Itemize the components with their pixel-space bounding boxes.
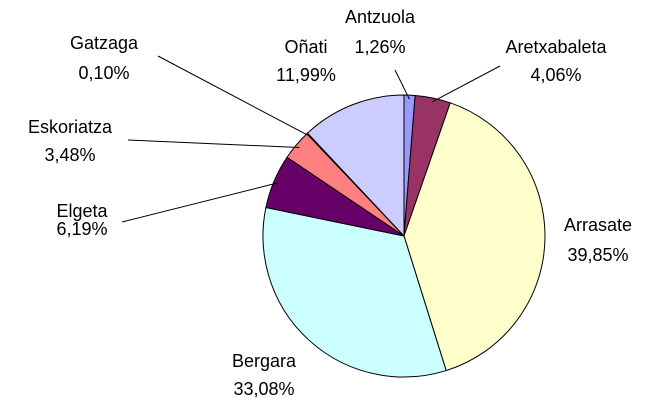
slice-label: Elgeta bbox=[56, 201, 108, 221]
slice-label: Eskoriatza bbox=[28, 117, 113, 137]
leader-line bbox=[121, 182, 278, 223]
slice-label: Antzuola bbox=[345, 7, 416, 27]
slice-label: Arrasate bbox=[564, 215, 632, 235]
pie-slice bbox=[306, 94, 405, 238]
pie-slice bbox=[403, 102, 546, 372]
slice-value-label: 33,08% bbox=[233, 379, 294, 399]
slice-label: Bergara bbox=[232, 351, 297, 371]
slice-label: Aretxabaleta bbox=[505, 37, 607, 57]
slice-value-label: 1,26% bbox=[354, 37, 405, 57]
leader-line bbox=[127, 139, 300, 149]
leader-line bbox=[394, 69, 410, 100]
leader-line bbox=[431, 65, 501, 103]
pie-slice bbox=[262, 206, 447, 378]
slice-value-label: 0,10% bbox=[78, 63, 129, 83]
leader-line bbox=[157, 55, 311, 137]
slice-label: Gatzaga bbox=[70, 33, 139, 53]
slice-value-label: 39,85% bbox=[567, 245, 628, 265]
slice-value-label: 3,48% bbox=[44, 145, 95, 165]
slice-value-label: 4,06% bbox=[530, 65, 581, 85]
slice-value-label: 11,99% bbox=[276, 65, 336, 85]
slice-label: Oñati bbox=[284, 37, 327, 57]
slice-value-label: 6,19% bbox=[56, 219, 107, 239]
